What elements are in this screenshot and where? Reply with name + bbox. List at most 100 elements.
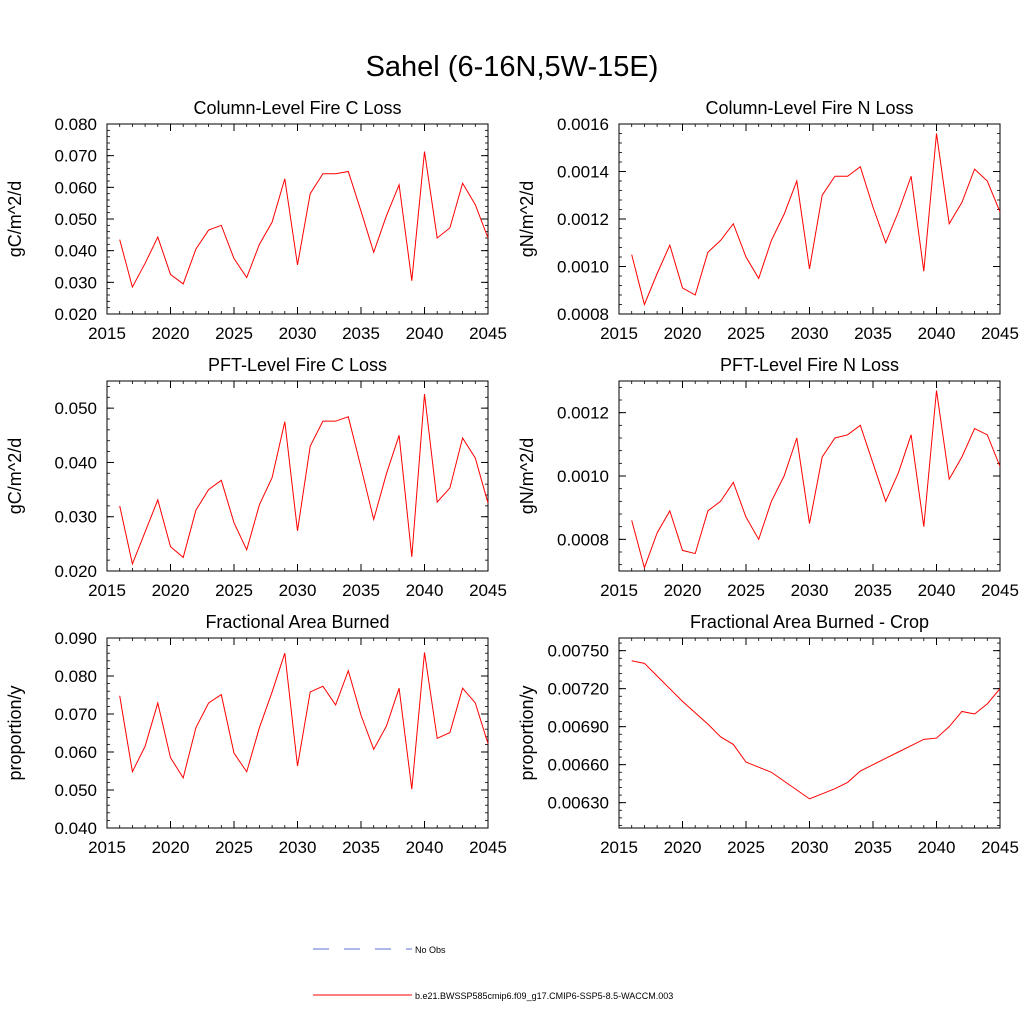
- x-tick-label: 2045: [981, 324, 1019, 343]
- plot-frame: [618, 380, 1001, 572]
- y-tick-label: 0.0014: [557, 163, 609, 182]
- x-tick-label: 2020: [152, 838, 190, 857]
- series-line: [119, 151, 489, 289]
- x-tick-label: 2040: [406, 324, 444, 343]
- series-line: [631, 390, 1001, 570]
- y-tick-label: 0.0012: [557, 404, 609, 423]
- x-tick-label: 2015: [88, 581, 126, 600]
- y-tick-label: 0.040: [54, 242, 97, 261]
- y-tick-label: 0.070: [54, 147, 97, 166]
- x-tick-label: 2035: [342, 581, 380, 600]
- y-tick-label: 0.060: [54, 178, 97, 197]
- y-axis-label: gN/m^2/d: [517, 181, 537, 257]
- y-tick-label: 0.070: [54, 705, 97, 724]
- x-tick-label: 2045: [469, 838, 507, 857]
- x-tick-label: 2030: [791, 324, 829, 343]
- y-tick-label: 0.030: [54, 273, 97, 292]
- y-axis-label: gC/m^2/d: [5, 181, 25, 257]
- x-tick-label: 2040: [918, 838, 956, 857]
- chart-panel-3: PFT-Level Fire C Loss 2015 2020 2025 2030 203…: [5, 355, 507, 600]
- figure-title: Sahel (6-16N,5W-15E): [366, 51, 659, 83]
- x-tick-label: 2035: [342, 324, 380, 343]
- x-tick-label: 2040: [406, 581, 444, 600]
- x-tick-label: 2045: [981, 581, 1019, 600]
- x-tick-label: 2040: [918, 581, 956, 600]
- legend-label-no-obs: No Obs: [415, 945, 446, 955]
- x-tick-label: 2025: [727, 838, 765, 857]
- y-tick-label: 0.050: [54, 781, 97, 800]
- legend-label-model-run: b.e21.BWSSP585cmip6.f09_g17.CMIP6-SSP5-8…: [415, 991, 673, 1001]
- y-tick-label: 0.0010: [557, 467, 609, 486]
- x-tick-label: 2025: [215, 838, 253, 857]
- plot-frame: [618, 123, 1001, 315]
- x-tick-label: 2030: [791, 581, 829, 600]
- panel-title: Column-Level Fire N Loss: [705, 98, 913, 118]
- legend: No Obs b.e21.BWSSP585cmip6.f09_g17.CMIP6…: [313, 945, 673, 1001]
- plot-frame: [106, 123, 489, 315]
- x-tick-label: 2045: [469, 324, 507, 343]
- y-tick-label: 0.030: [54, 508, 97, 527]
- chart-panels: Column-Level Fire C Loss 2015 2020 2025 2030…: [5, 98, 1019, 857]
- chart-panel-5: Fractional Area Burned 2015 2020 2025 2030 20…: [5, 612, 507, 857]
- y-axis-label: gC/m^2/d: [5, 438, 25, 514]
- panel-title: Fractional Area Burned: [205, 612, 389, 632]
- y-axis-label: proportion/y: [517, 685, 537, 780]
- series-line: [631, 660, 1001, 800]
- y-axis-label: gN/m^2/d: [517, 438, 537, 514]
- x-tick-label: 2030: [279, 581, 317, 600]
- panel-title: Column-Level Fire C Loss: [193, 98, 401, 118]
- y-tick-label: 0.040: [54, 819, 97, 838]
- x-tick-label: 2045: [469, 581, 507, 600]
- x-tick-label: 2025: [727, 324, 765, 343]
- y-tick-label: 0.020: [54, 305, 97, 324]
- y-tick-label: 0.080: [54, 667, 97, 686]
- x-tick-label: 2035: [342, 838, 380, 857]
- y-tick-label: 0.0008: [557, 530, 609, 549]
- panel-title: PFT-Level Fire C Loss: [208, 355, 387, 375]
- x-tick-label: 2015: [600, 324, 638, 343]
- y-tick-label: 0.080: [54, 115, 97, 134]
- y-tick-label: 0.00720: [548, 680, 609, 699]
- x-tick-label: 2040: [406, 838, 444, 857]
- panel-title: Fractional Area Burned - Crop: [690, 612, 929, 632]
- y-tick-label: 0.00660: [548, 756, 609, 775]
- x-tick-label: 2020: [664, 324, 702, 343]
- plot-frame: [106, 380, 489, 572]
- series-line: [631, 133, 1001, 307]
- chart-panel-2: Column-Level Fire N Loss 2015 2020 2025 2030…: [517, 98, 1019, 343]
- y-tick-label: 0.040: [54, 453, 97, 472]
- y-tick-label: 0.050: [54, 210, 97, 229]
- x-tick-label: 2015: [600, 581, 638, 600]
- x-tick-label: 2025: [727, 581, 765, 600]
- x-tick-label: 2040: [918, 324, 956, 343]
- panel-title: PFT-Level Fire N Loss: [720, 355, 899, 375]
- series-line: [119, 393, 489, 566]
- x-tick-label: 2025: [215, 581, 253, 600]
- y-tick-label: 0.0012: [557, 210, 609, 229]
- x-tick-label: 2030: [791, 838, 829, 857]
- y-axis-label: proportion/y: [5, 685, 25, 780]
- x-tick-label: 2045: [981, 838, 1019, 857]
- x-tick-label: 2015: [600, 838, 638, 857]
- y-tick-label: 0.050: [54, 399, 97, 418]
- y-tick-label: 0.090: [54, 629, 97, 648]
- x-tick-label: 2025: [215, 324, 253, 343]
- x-tick-label: 2030: [279, 838, 317, 857]
- chart-panel-6: Fractional Area Burned - Crop 2015 2020 202…: [517, 612, 1019, 857]
- x-tick-label: 2015: [88, 838, 126, 857]
- y-tick-label: 0.0010: [557, 258, 609, 277]
- x-tick-label: 2020: [152, 324, 190, 343]
- x-tick-label: 2020: [664, 581, 702, 600]
- legend-entry-model-run: b.e21.BWSSP585cmip6.f09_g17.CMIP6-SSP5-8…: [313, 991, 673, 1001]
- y-tick-label: 0.0016: [557, 115, 609, 134]
- y-tick-label: 0.00750: [548, 642, 609, 661]
- x-tick-label: 2015: [88, 324, 126, 343]
- y-tick-label: 0.0008: [557, 305, 609, 324]
- x-tick-label: 2035: [854, 838, 892, 857]
- y-tick-label: 0.00690: [548, 718, 609, 737]
- chart-panel-4: PFT-Level Fire N Loss 2015 2020 2025 2030 203…: [517, 355, 1019, 600]
- y-tick-label: 0.00630: [548, 794, 609, 813]
- chart-panel-1: Column-Level Fire C Loss 2015 2020 2025 2030…: [5, 98, 507, 343]
- plot-frame: [106, 637, 489, 829]
